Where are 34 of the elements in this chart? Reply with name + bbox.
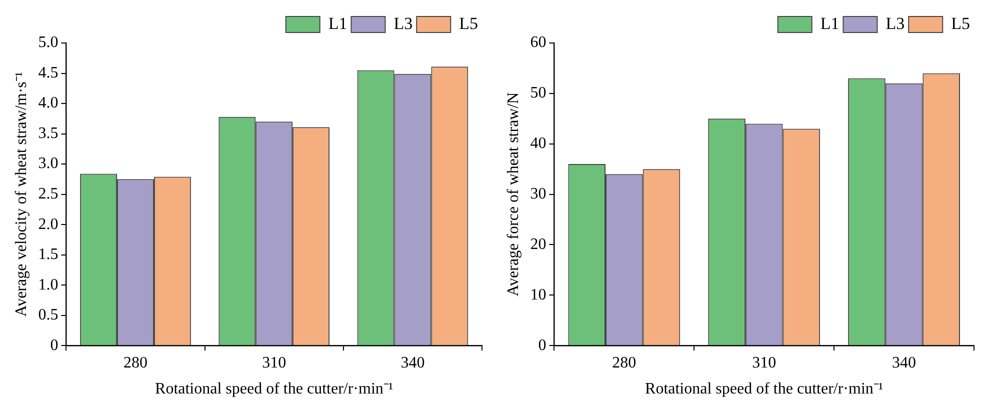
x-axis-title: Rotational speed of the cutter/r·min⁻¹ <box>645 380 884 398</box>
y-tick-label: 2.0 <box>38 216 58 233</box>
legend-label: L5 <box>459 14 478 33</box>
x-axis-title: Rotational speed of the cutter/r·min⁻¹ <box>155 380 394 398</box>
y-axis-title: Average velocity of wheat straw/m·s⁻¹ <box>12 72 30 317</box>
legend-label: L5 <box>951 14 970 33</box>
legend-label: L1 <box>820 14 840 33</box>
y-tick-label: 30 <box>530 186 546 203</box>
y-tick-label: 3.0 <box>38 155 58 172</box>
y-tick-label: 0.5 <box>38 306 58 324</box>
y-tick-label: 5.0 <box>38 34 58 52</box>
x-tick-label: 280 <box>124 354 148 372</box>
y-tick-label: 3.5 <box>38 124 58 142</box>
x-tick-label: 340 <box>892 354 916 372</box>
y-tick-label: 60 <box>530 34 546 52</box>
x-tick-label: 310 <box>262 354 286 372</box>
legend-label: L1 <box>328 14 348 33</box>
y-tick-label: 20 <box>530 236 546 253</box>
y-tick-label: 1.0 <box>38 276 58 294</box>
y-tick-label: 4.0 <box>38 94 58 112</box>
x-tick-label: 310 <box>752 354 776 372</box>
y-tick-label: 0 <box>50 336 58 354</box>
y-tick-label: 4.5 <box>38 64 58 82</box>
y-tick-label: 2.5 <box>38 186 58 203</box>
y-tick-label: 40 <box>530 135 546 152</box>
legend-label: L3 <box>394 14 413 33</box>
y-axis-title: Average force of wheat straw/N <box>504 92 522 296</box>
x-tick-label: 280 <box>612 354 636 372</box>
y-tick-label: 50 <box>530 84 546 102</box>
y-tick-label: 0 <box>538 336 546 354</box>
y-tick-label: 1.5 <box>38 246 58 264</box>
y-tick-label: 10 <box>530 286 546 304</box>
x-tick-label: 340 <box>400 354 425 372</box>
legend-label: L3 <box>886 14 905 33</box>
